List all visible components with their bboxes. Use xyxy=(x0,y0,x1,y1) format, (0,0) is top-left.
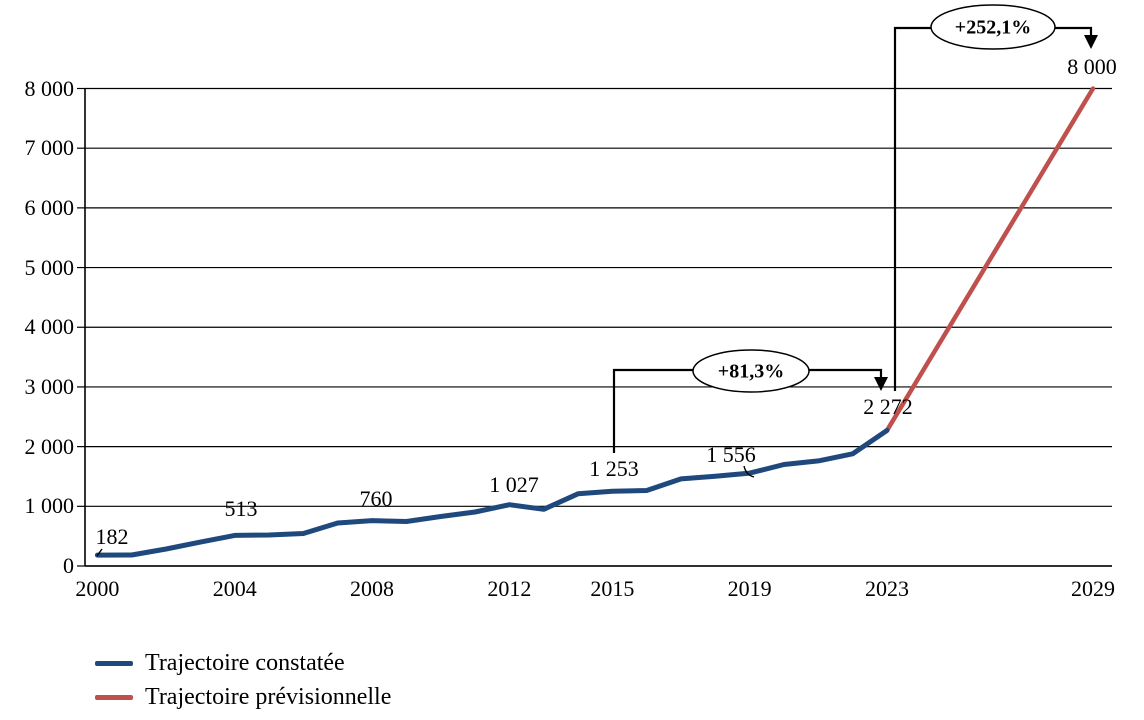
x-tick-label: 2019 xyxy=(727,576,772,601)
forecast-line xyxy=(884,86,1096,433)
bracket-252 xyxy=(893,26,1093,391)
leader-182 xyxy=(96,548,103,557)
ellipse-252 xyxy=(930,4,1056,50)
axes xyxy=(84,88,1112,567)
x-tick-label: 2015 xyxy=(590,576,635,601)
legend-swatch-forecast-line xyxy=(95,694,133,700)
data-label-leader-lines xyxy=(96,465,755,557)
annotation-growth-81: +81,3% xyxy=(717,360,785,383)
data-label-2029: 8 000 xyxy=(1067,54,1117,79)
annotation-growth-252: +252,1% xyxy=(954,16,1032,39)
x-tick-label: 2012 xyxy=(487,576,532,601)
y-tick-label: 1 000 xyxy=(24,493,75,519)
arrowhead-252 xyxy=(1084,35,1098,49)
data-label-2023: 2 272 xyxy=(863,394,913,419)
forecast-polyline xyxy=(884,86,1096,433)
legend: Trajectoire constatée Trajectoire prévis… xyxy=(95,646,391,714)
legend-label-forecast: Trajectoire prévisionnelle xyxy=(145,683,392,710)
ellipse-81 xyxy=(692,349,810,393)
y-tick-label: 2 000 xyxy=(24,433,75,459)
y-tick-label: 0 xyxy=(63,553,74,578)
x-tick-label: 2008 xyxy=(350,576,395,601)
gridlines xyxy=(77,87,1112,567)
data-label-2019: 1 556 xyxy=(706,442,756,467)
x-tick-label: 2000 xyxy=(75,576,120,601)
x-tick-label: 2029 xyxy=(1070,576,1115,601)
annotation-arrows xyxy=(612,4,1098,453)
y-tick-label: 5 000 xyxy=(24,254,75,280)
legend-swatch-observed-line xyxy=(95,660,133,666)
x-tick-label: 2004 xyxy=(212,576,257,601)
legend-label-observed: Trajectoire constatée xyxy=(145,649,345,676)
data-label-2004: 513 xyxy=(224,496,258,521)
y-tick-label: 4 000 xyxy=(24,314,75,340)
data-label-2008: 760 xyxy=(359,486,393,511)
y-tick-label: 6 000 xyxy=(24,194,75,220)
observed-line xyxy=(94,427,890,558)
data-label-2015: 1 253 xyxy=(589,456,639,481)
legend-item-forecast: Trajectoire prévisionnelle xyxy=(95,680,391,714)
observed-polyline xyxy=(94,427,890,558)
x-tick-label: 2023 xyxy=(864,576,909,601)
leader-1556 xyxy=(743,465,755,478)
legend-item-observed: Trajectoire constatée xyxy=(95,646,391,680)
y-tick-label: 7 000 xyxy=(24,135,75,161)
data-label-2012: 1 027 xyxy=(489,472,539,497)
y-tick-label: 8 000 xyxy=(24,75,75,101)
y-tick-label: 3 000 xyxy=(24,373,75,399)
data-label-2000: 182 xyxy=(95,524,129,549)
arrowhead-81 xyxy=(874,377,888,391)
